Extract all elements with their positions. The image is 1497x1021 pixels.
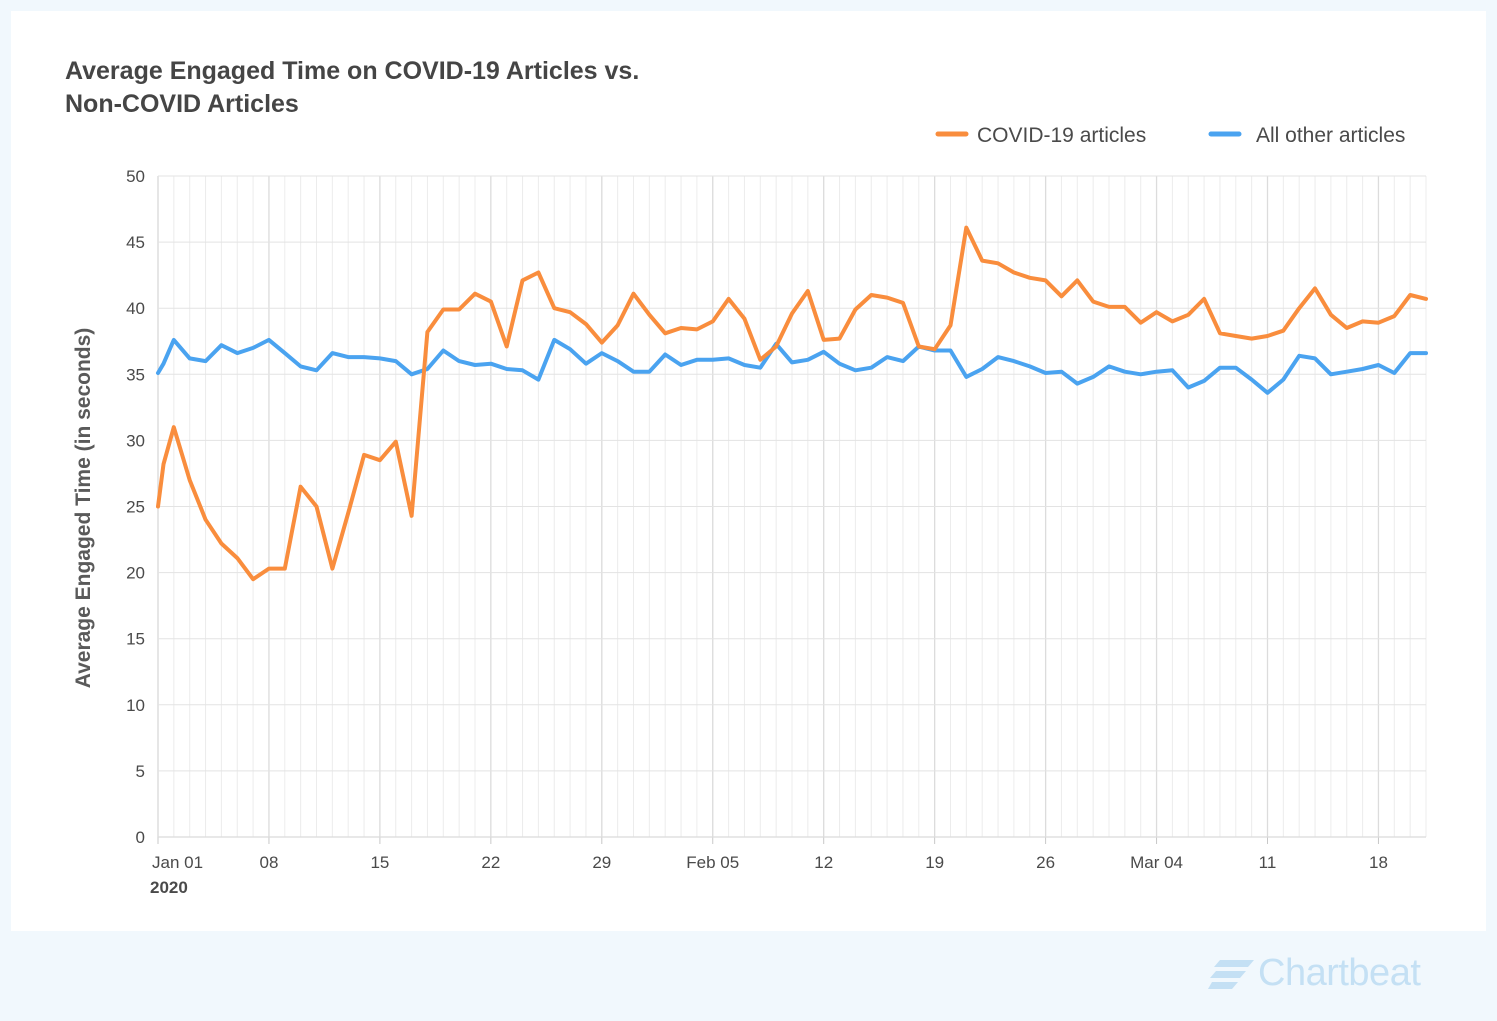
x-tick-label: Mar 04 bbox=[1130, 853, 1183, 872]
legend: COVID-19 articles All other articles bbox=[935, 124, 1405, 147]
y-axis-ticks: 0 5 10 15 20 25 30 35 40 45 50 bbox=[126, 167, 145, 847]
chart-title-line-2: Non-COVID Articles bbox=[65, 90, 299, 118]
y-tick-label: 40 bbox=[126, 299, 145, 318]
y-tick-label: 25 bbox=[126, 498, 145, 517]
y-tick-label: 30 bbox=[126, 431, 145, 450]
x-tick-year-label: 2020 bbox=[150, 878, 188, 897]
y-axis-title: Average Engaged Time (in seconds) bbox=[72, 328, 95, 689]
chart-title: Average Engaged Time on COVID-19 Article… bbox=[65, 57, 639, 118]
legend-label-covid: COVID-19 articles bbox=[977, 124, 1146, 147]
series-line-other bbox=[156, 337, 1428, 395]
x-tick-label: 08 bbox=[259, 853, 278, 872]
x-tick-label: 29 bbox=[592, 853, 611, 872]
x-tick-label: 18 bbox=[1369, 853, 1388, 872]
x-tick-label: 11 bbox=[1259, 853, 1277, 872]
y-tick-label: 15 bbox=[126, 630, 145, 649]
series-lines bbox=[156, 225, 1428, 582]
x-tick-label: Jan 01 bbox=[152, 853, 203, 872]
chart-card: Average Engaged Time on COVID-19 Article… bbox=[11, 11, 1486, 931]
y-tick-label: 0 bbox=[136, 828, 145, 847]
x-tick-label: 15 bbox=[370, 853, 389, 872]
x-tick-label: 26 bbox=[1036, 853, 1055, 872]
chart-title-line-1: Average Engaged Time on COVID-19 Article… bbox=[65, 57, 639, 85]
y-tick-label: 45 bbox=[126, 233, 145, 252]
line-chart: Average Engaged Time on COVID-19 Article… bbox=[65, 57, 1428, 897]
chartbeat-logo-icon bbox=[1208, 960, 1254, 989]
series-line-covid bbox=[156, 225, 1428, 582]
y-tick-label: 50 bbox=[126, 167, 145, 186]
legend-label-other: All other articles bbox=[1256, 124, 1405, 147]
horizontal-gridlines bbox=[158, 175, 1426, 838]
x-tick-label: 22 bbox=[481, 853, 500, 872]
y-tick-label: 10 bbox=[126, 696, 145, 715]
y-tick-label: 20 bbox=[126, 564, 145, 583]
y-tick-label: 35 bbox=[126, 365, 145, 384]
y-tick-label: 5 bbox=[136, 762, 145, 781]
brand-logo: Chartbeat bbox=[1208, 952, 1448, 996]
x-tick-label: Feb 05 bbox=[686, 853, 739, 872]
x-tick-label: 19 bbox=[925, 853, 944, 872]
x-tick-label: 12 bbox=[814, 853, 833, 872]
x-axis-ticks: Jan 01 2020 08 15 22 29 Feb 05 12 19 26 Mar 04 11 18 bbox=[150, 853, 1388, 897]
brand-name: Chartbeat bbox=[1258, 952, 1421, 994]
